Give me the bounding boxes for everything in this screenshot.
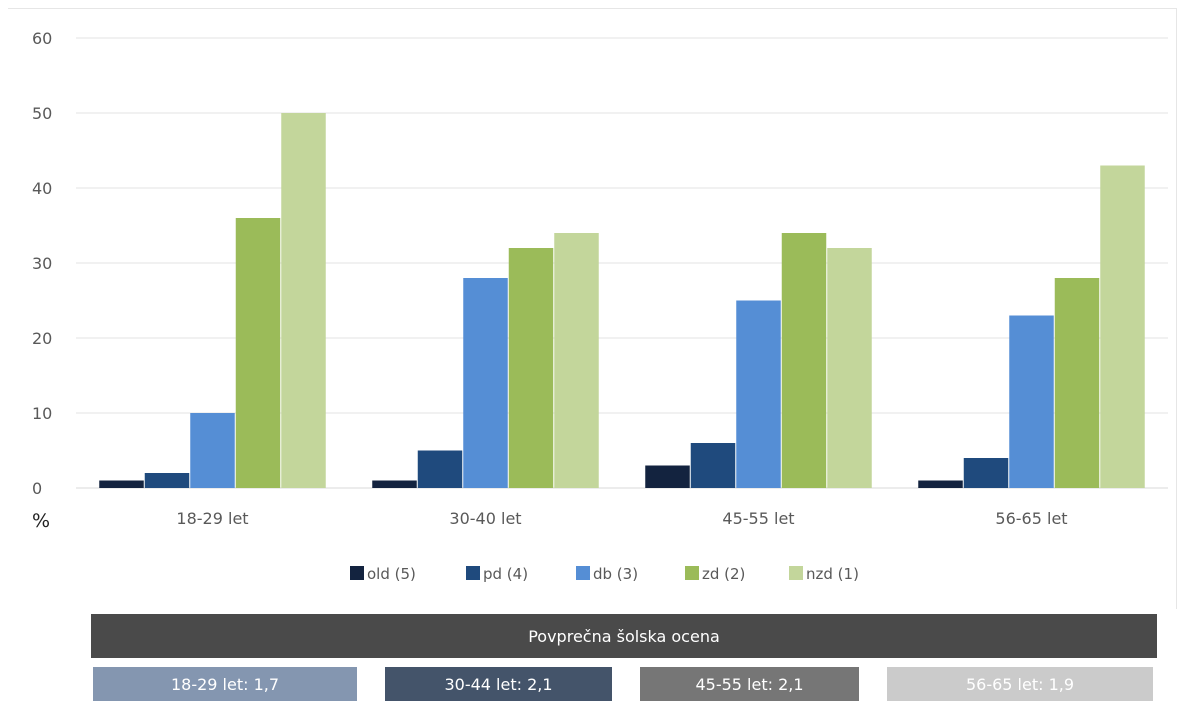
bar bbox=[736, 300, 781, 488]
x-tick-label: 18-29 let bbox=[176, 509, 248, 528]
stat-box-30-44: 30-44 let: 2,1 bbox=[385, 667, 612, 701]
y-tick-label: 60 bbox=[32, 29, 52, 48]
x-tick-label: 45-55 let bbox=[722, 509, 794, 528]
y-tick-label: 50 bbox=[32, 104, 52, 123]
bar bbox=[144, 473, 190, 488]
bar bbox=[554, 233, 599, 488]
legend-swatch bbox=[685, 566, 699, 580]
stat-box-18-29: 18-29 let: 1,7 bbox=[93, 667, 357, 701]
stat-box-56-65: 56-65 let: 1,9 bbox=[887, 667, 1153, 701]
y-tick-label: 10 bbox=[32, 404, 52, 423]
legend-swatch bbox=[466, 566, 480, 580]
stat-label: 56-65 let: 1,9 bbox=[965, 674, 1075, 694]
legend: old (5) pd (4) db (3) zd (2) nzd (1) bbox=[350, 565, 859, 583]
y-tick-label: 0 bbox=[32, 479, 42, 498]
x-tick-label: 56-65 let bbox=[995, 509, 1067, 528]
axes: 0 10 20 30 40 50 60% 18-29 let 30-40 let 45-55 le… bbox=[32, 29, 1068, 532]
summary-title-bar: Povprečna šolska ocena bbox=[91, 614, 1157, 658]
bar bbox=[1100, 165, 1145, 488]
bar bbox=[1054, 278, 1100, 488]
stat-label: 18-29 let: 1,7 bbox=[170, 674, 280, 694]
bar bbox=[963, 458, 1009, 488]
bar bbox=[281, 113, 326, 488]
bar bbox=[781, 233, 827, 488]
legend-label: db (3) bbox=[593, 565, 638, 583]
legend-label: zd (2) bbox=[702, 565, 745, 583]
bar bbox=[417, 450, 463, 488]
y-tick-label: 20 bbox=[32, 329, 52, 348]
bar bbox=[235, 218, 281, 488]
y-tick-label: 40 bbox=[32, 179, 52, 198]
legend-swatch bbox=[350, 566, 364, 580]
legend-swatch bbox=[789, 566, 803, 580]
bar bbox=[508, 248, 554, 488]
bar bbox=[372, 480, 417, 488]
bar bbox=[463, 278, 508, 488]
y-tick-label: 30 bbox=[32, 254, 52, 273]
bar bbox=[99, 480, 144, 488]
stat-label: 30-44 let: 2,1 bbox=[444, 674, 553, 694]
bar bbox=[827, 248, 872, 488]
bar-chart: 0 10 20 30 40 50 60% 18-29 let 30-40 let 45-55 le… bbox=[32, 29, 1168, 583]
legend-label: pd (4) bbox=[483, 565, 528, 583]
legend-label: nzd (1) bbox=[806, 565, 859, 583]
stat-box-45-55: 45-55 let: 2,1 bbox=[640, 667, 859, 701]
bar bbox=[190, 413, 235, 488]
bar bbox=[1009, 315, 1054, 488]
bar bbox=[918, 480, 963, 488]
legend-label: old (5) bbox=[367, 565, 416, 583]
summary-title: Povprečna šolska ocena bbox=[528, 626, 720, 646]
stat-label: 45-55 let: 2,1 bbox=[695, 674, 804, 694]
x-tick-label: 30-40 let bbox=[449, 509, 521, 528]
y-axis-label: % bbox=[32, 510, 50, 532]
bars bbox=[99, 113, 1145, 488]
bar bbox=[690, 443, 736, 488]
bar bbox=[645, 465, 690, 488]
legend-swatch bbox=[576, 566, 590, 580]
